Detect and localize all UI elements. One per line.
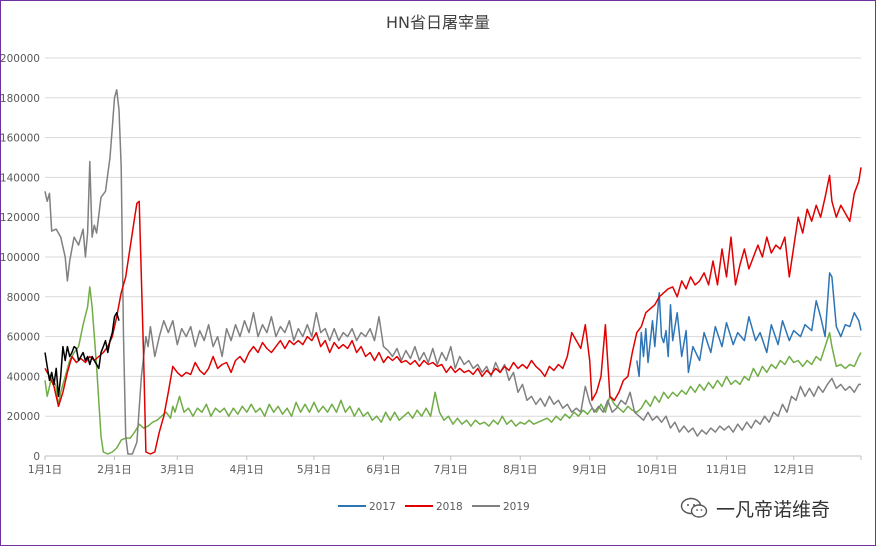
y-tick-label: 40000 [7,371,40,383]
y-tick-label: 120000 [0,212,40,224]
y-tick-label: 100000 [0,252,40,264]
y-tick-label: 180000 [0,93,40,105]
chart-title: HN省日屠宰量 [386,13,490,32]
y-tick-label: 60000 [7,332,40,344]
series-2019-line [44,89,861,455]
x-tick-label: 10月1日 [636,464,677,476]
watermark: 一凡帝诺维奇 [680,494,830,522]
y-tick-label: 160000 [0,133,40,145]
legend-label-2017: 2017 [369,501,396,513]
x-tick-label: 12月1日 [773,464,814,476]
x-tick-label: 8月1日 [503,464,537,476]
series-2017-line [636,272,862,378]
legend-label-2018: 2018 [436,501,463,513]
y-tick-label: 20000 [7,411,40,423]
y-tick-label: 80000 [7,292,40,304]
x-tick-label: 5月1日 [297,464,331,476]
series-2018-line [44,167,862,455]
wechat-logo-icon [680,497,708,518]
series-unnamed-line-4 [44,311,120,398]
watermark-text: 一凡帝诺维奇 [716,498,831,521]
y-tick-label: 200000 [0,53,40,65]
x-tick-label: 11月1日 [706,464,747,476]
y-tick-label: 140000 [0,172,40,184]
y-tick-label: 0 [33,451,40,463]
x-tick-label: 2月1日 [97,464,131,476]
legend-label-2019: 2019 [503,501,530,513]
series-unnamed-line-3 [44,286,862,455]
x-tick-label: 4月1日 [230,464,264,476]
x-tick-label: 7月1日 [434,464,468,476]
x-tick-label: 1月1日 [28,464,62,476]
x-tick-label: 6月1日 [366,464,400,476]
x-tick-label: 3月1日 [160,464,194,476]
x-tick-label: 9月1日 [573,464,607,476]
